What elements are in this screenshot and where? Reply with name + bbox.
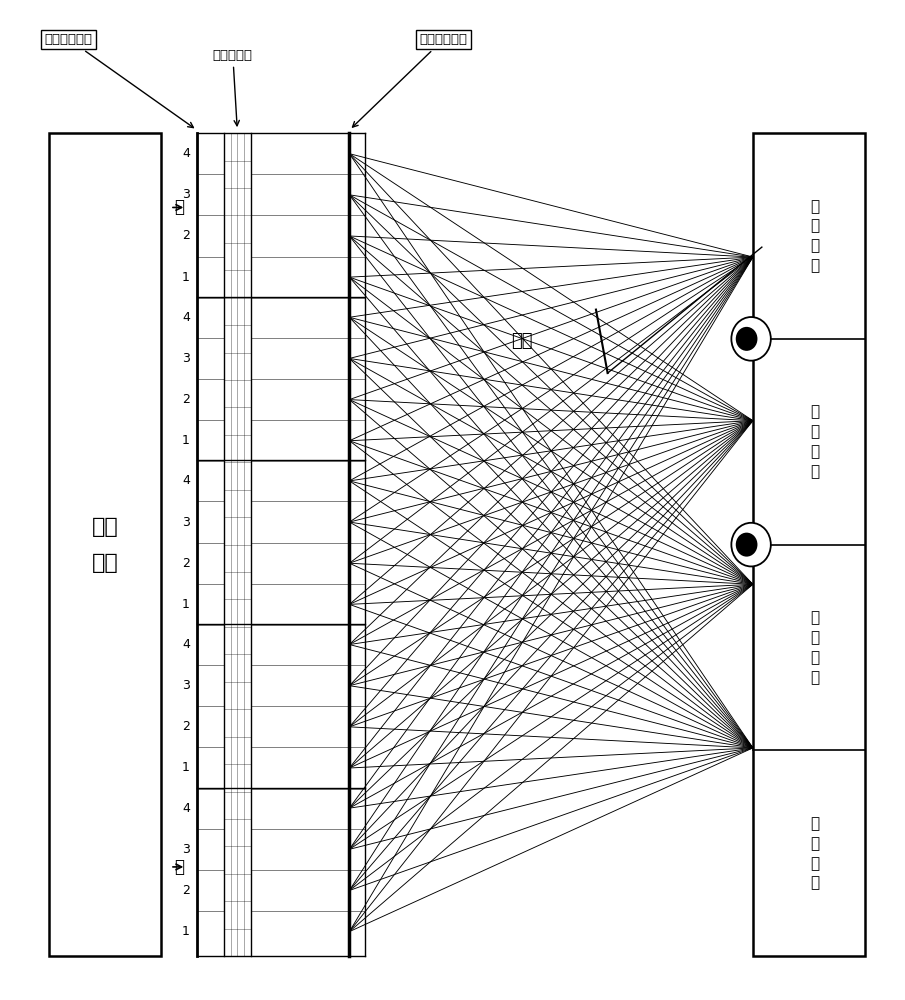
Text: 第
四
视
区: 第 四 视 区 xyxy=(810,816,819,890)
Text: 3: 3 xyxy=(182,352,190,365)
Text: 3: 3 xyxy=(182,516,190,529)
Text: 2: 2 xyxy=(182,557,190,570)
Text: 4: 4 xyxy=(182,802,190,815)
Text: 2: 2 xyxy=(182,229,190,242)
Text: 2: 2 xyxy=(182,393,190,406)
Text: 1: 1 xyxy=(182,925,190,938)
Text: 2: 2 xyxy=(182,720,190,733)
Text: 第
二
视
区: 第 二 视 区 xyxy=(810,405,819,479)
Text: 光: 光 xyxy=(175,858,185,876)
Text: 第二液晶面板: 第二液晶面板 xyxy=(353,33,468,127)
Text: 1: 1 xyxy=(182,271,190,284)
Text: 第
一
视
区: 第 一 视 区 xyxy=(810,199,819,273)
Text: 1: 1 xyxy=(182,434,190,447)
Text: 光学介质层: 光学介质层 xyxy=(213,49,252,126)
Text: 4: 4 xyxy=(182,311,190,324)
Text: 3: 3 xyxy=(182,843,190,856)
Text: 第一液晶面板: 第一液晶面板 xyxy=(44,33,194,128)
Text: 4: 4 xyxy=(182,474,190,487)
Text: 4: 4 xyxy=(182,147,190,160)
Text: 3: 3 xyxy=(182,188,190,201)
Text: 4: 4 xyxy=(182,638,190,651)
Text: 光: 光 xyxy=(175,198,185,216)
Text: 2: 2 xyxy=(182,884,190,897)
Circle shape xyxy=(731,317,771,361)
Bar xyxy=(49,133,161,956)
Bar xyxy=(753,133,865,956)
Bar xyxy=(224,133,251,956)
Circle shape xyxy=(736,533,757,557)
Text: 1: 1 xyxy=(182,598,190,611)
Circle shape xyxy=(731,523,771,566)
Text: 眼睛: 眼睛 xyxy=(510,332,532,350)
Text: 1: 1 xyxy=(182,761,190,774)
Text: 背光
模组: 背光 模组 xyxy=(91,517,119,573)
Text: 3: 3 xyxy=(182,679,190,692)
Circle shape xyxy=(736,327,757,351)
Text: 第
三
视
区: 第 三 视 区 xyxy=(810,610,819,685)
